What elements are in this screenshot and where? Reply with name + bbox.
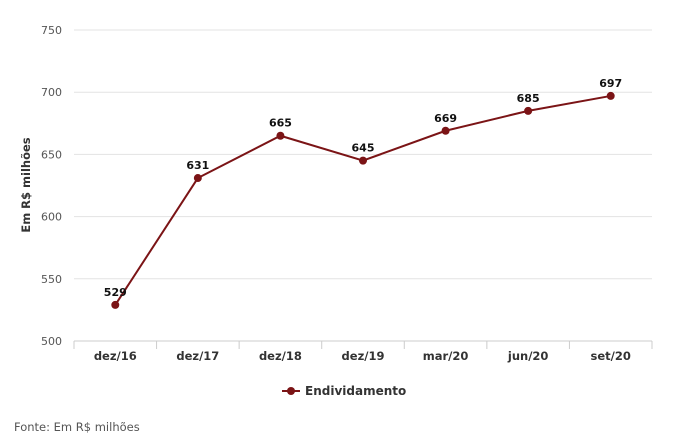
data-label: 645 [352, 142, 375, 155]
legend[interactable]: Endividamento [282, 384, 406, 398]
y-axis-title: Em R$ milhões [19, 137, 33, 232]
data-label: 631 [186, 159, 209, 172]
x-axis-ticks: dez/16 dez/17 dez/18 dez/19 mar/20 jun/20 set/… [94, 349, 631, 363]
legend-label-endividamento: Endividamento [305, 384, 406, 398]
x-tick-label: jun/20 [507, 349, 549, 363]
data-labels: 529 631 665 645 669 685 697 [104, 77, 622, 299]
x-tick-label: dez/19 [342, 349, 385, 363]
data-label: 665 [269, 117, 292, 130]
x-tick-label: mar/20 [423, 349, 469, 363]
y-tick-label: 550 [41, 273, 62, 286]
x-tick-label: dez/17 [176, 349, 219, 363]
legend-marker-icon [287, 387, 295, 395]
y-tick-label: 600 [41, 211, 62, 224]
data-point[interactable] [111, 300, 120, 309]
y-tick-label: 750 [41, 24, 62, 37]
data-label: 529 [104, 286, 127, 299]
y-tick-label: 700 [41, 86, 62, 99]
grid-lines [74, 29, 652, 280]
x-tick-label: dez/18 [259, 349, 302, 363]
data-label: 685 [517, 92, 540, 105]
data-label: 669 [434, 112, 457, 125]
x-axis [73, 340, 653, 349]
data-point[interactable] [276, 131, 285, 140]
y-tick-label: 650 [41, 148, 62, 161]
data-label: 697 [599, 77, 622, 90]
data-point[interactable] [193, 174, 202, 183]
series-endividamento [111, 91, 615, 309]
data-point[interactable] [441, 126, 450, 135]
x-tick-label: dez/16 [94, 349, 137, 363]
y-tick-label: 500 [41, 335, 62, 348]
footnote: Fonte: Em R$ milhões [14, 420, 140, 434]
series-line [114, 94, 611, 306]
data-point[interactable] [359, 156, 367, 165]
y-axis-ticks: 500 550 600 650 700 750 [41, 24, 62, 348]
x-tick-label: set/20 [591, 349, 631, 363]
data-point[interactable] [524, 106, 533, 115]
data-point[interactable] [606, 91, 615, 100]
